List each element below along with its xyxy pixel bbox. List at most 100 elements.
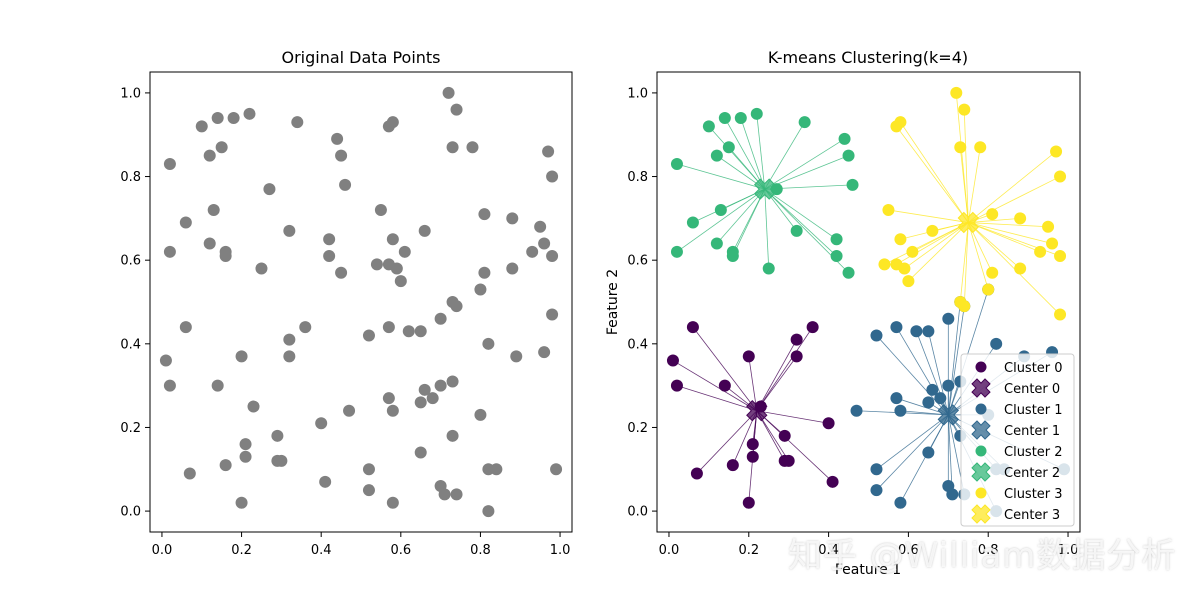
cluster-point xyxy=(946,488,959,501)
kmeans-ylabel: Feature 2 xyxy=(605,269,621,335)
connector-line xyxy=(896,222,969,265)
connector-line xyxy=(692,326,758,411)
cluster-point xyxy=(670,379,683,392)
y-tick-label: 0.6 xyxy=(120,254,141,269)
data-point xyxy=(323,250,336,262)
data-point xyxy=(291,116,304,129)
data-point xyxy=(386,116,399,129)
data-point xyxy=(163,158,176,170)
y-tick-label: 0.6 xyxy=(627,254,648,269)
connector-line xyxy=(748,356,758,411)
cluster-point xyxy=(982,283,995,296)
kmeans-legend: Cluster 0 Center 0 Cluster 1 Center 1 Cluste… xyxy=(960,353,1075,527)
cluster-point xyxy=(806,321,819,334)
connector-line xyxy=(968,222,1041,253)
connector-line xyxy=(724,117,766,190)
cluster-point xyxy=(942,379,955,392)
legend-center-swatch xyxy=(971,378,991,398)
data-point xyxy=(474,408,487,421)
x-tick-label: 0.0 xyxy=(152,543,173,558)
data-point xyxy=(450,300,463,313)
data-point xyxy=(195,120,208,133)
data-point xyxy=(179,321,192,334)
data-point xyxy=(386,496,399,509)
cluster-point xyxy=(710,237,723,250)
cluster-point xyxy=(666,354,679,367)
connector-line xyxy=(764,188,837,257)
original-data-title: Original Data Points xyxy=(281,48,440,67)
cluster-point xyxy=(974,141,987,154)
data-point xyxy=(546,250,559,262)
x-tick-label: 0.2 xyxy=(738,543,759,558)
connector-line xyxy=(740,117,766,190)
data-point xyxy=(382,392,395,405)
cluster-point xyxy=(690,467,703,480)
connector-line xyxy=(968,176,1061,223)
original-data-points xyxy=(159,86,563,518)
connector-line xyxy=(959,147,969,223)
cluster-point xyxy=(742,496,755,509)
cluster-point xyxy=(714,204,727,216)
data-point xyxy=(227,112,240,124)
legend-center-label: Center 3 xyxy=(1004,508,1060,523)
connector-line xyxy=(756,410,833,483)
data-point xyxy=(418,224,431,237)
cluster-point xyxy=(942,312,955,325)
cluster-point xyxy=(1046,237,1059,250)
cluster-center-marker xyxy=(753,178,776,200)
kmeans-ticks: 0.0 0.2 0.4 0.6 0.8 1.0 0.0 0.2 0.4 0.6 0.8 1.0 xyxy=(627,86,1078,558)
data-point xyxy=(247,400,260,413)
data-point xyxy=(159,354,172,367)
data-point xyxy=(362,329,375,342)
cluster-point xyxy=(926,224,939,237)
connector-line xyxy=(959,222,969,303)
data-point xyxy=(506,212,519,225)
connector-line xyxy=(764,121,805,190)
connector-line xyxy=(968,217,1021,223)
data-point xyxy=(315,417,328,430)
cluster-point xyxy=(986,266,999,279)
legend-cluster-label: Cluster 3 xyxy=(1004,487,1063,502)
cluster-point xyxy=(1054,170,1067,183)
x-tick-label: 0.0 xyxy=(659,543,680,558)
y-tick-label: 0.4 xyxy=(627,337,648,352)
data-point xyxy=(323,233,336,246)
data-point xyxy=(374,204,387,216)
connector-line xyxy=(676,188,765,253)
data-point xyxy=(235,350,248,363)
kmeans-centers xyxy=(746,178,980,426)
cluster-point xyxy=(838,132,851,145)
original-data-axes: 0.0 0.2 0.4 0.6 0.8 1.0 0.0 0.2 0.4 0.6 0.8 1.0 Ori… xyxy=(120,48,573,558)
connector-line xyxy=(967,222,1021,269)
cluster-point xyxy=(742,350,755,363)
connector-line xyxy=(672,360,757,412)
data-point xyxy=(446,375,459,388)
data-point xyxy=(386,233,399,246)
y-tick-label: 0.0 xyxy=(120,505,141,520)
connector-line xyxy=(876,414,949,470)
legend-center-swatch xyxy=(971,504,991,524)
connector-line xyxy=(963,222,969,307)
legend-cluster-swatch xyxy=(975,361,987,373)
data-point xyxy=(283,224,296,237)
data-point xyxy=(339,178,352,191)
data-point xyxy=(299,321,312,334)
cluster-point xyxy=(890,321,903,334)
data-point xyxy=(203,237,216,250)
cluster-point xyxy=(798,116,811,129)
data-point xyxy=(450,488,463,501)
x-tick-label: 1.0 xyxy=(550,543,571,558)
data-point xyxy=(203,149,216,162)
cluster-point xyxy=(1034,245,1047,258)
data-point xyxy=(538,346,551,359)
cluster-point xyxy=(926,383,939,396)
data-point xyxy=(219,459,232,472)
x-tick-label: 0.8 xyxy=(978,543,999,558)
data-point xyxy=(398,245,411,258)
x-tick-label: 0.6 xyxy=(390,543,411,558)
data-point xyxy=(414,396,427,409)
cluster-point xyxy=(670,245,683,258)
connector-line xyxy=(756,339,798,411)
connector-line xyxy=(947,306,965,415)
